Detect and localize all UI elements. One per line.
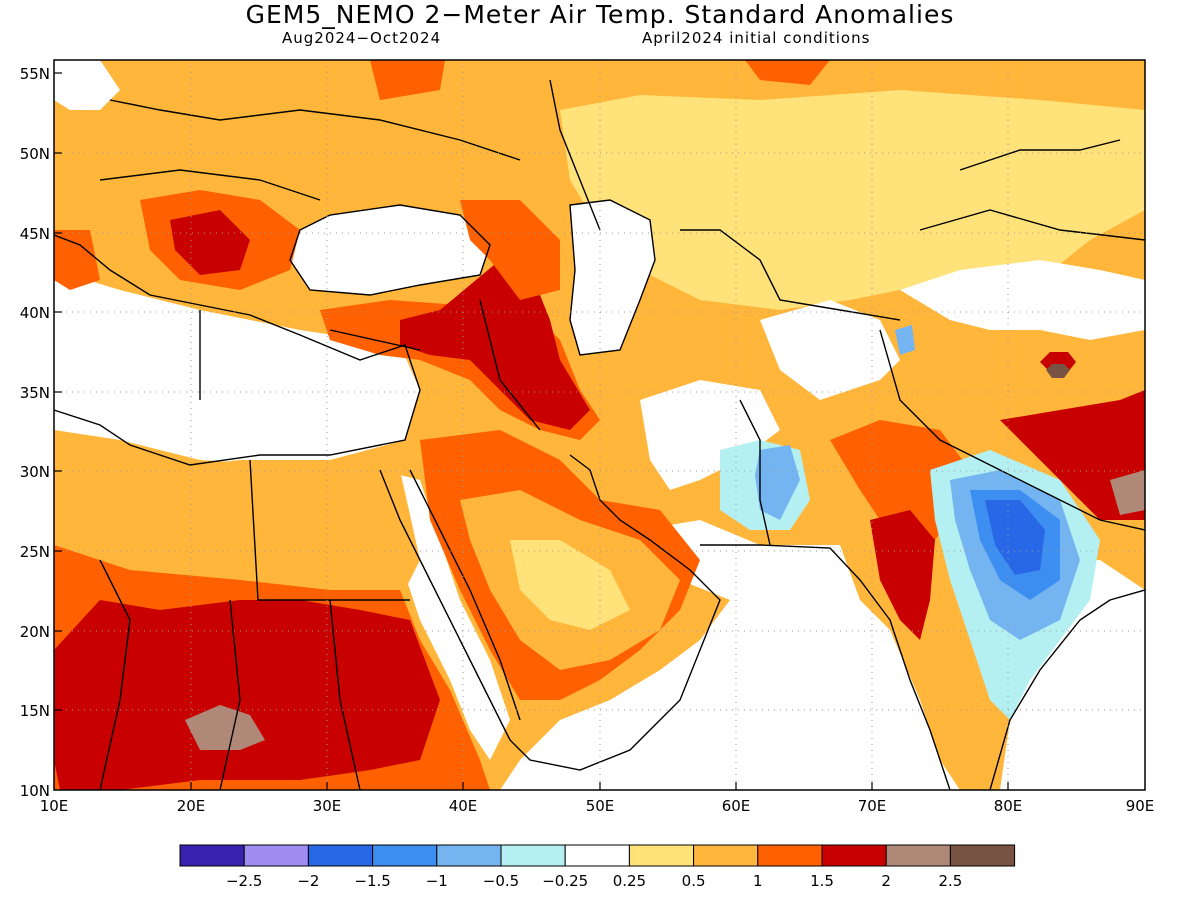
legend-swatch xyxy=(885,844,951,867)
field-tibet-extreme xyxy=(1110,470,1145,515)
lat-label: 40N xyxy=(20,304,50,322)
lon-axis: 10E 20E 30E 40E 50E 60E 70E 80E 90E xyxy=(40,782,1155,815)
field-india-core xyxy=(985,500,1045,575)
field-tarim-neutral xyxy=(900,260,1145,340)
lat-label: 10N xyxy=(20,782,50,800)
legend-swatch xyxy=(243,844,309,867)
coast-arabian-sea-north xyxy=(700,544,951,790)
sea-arabian xyxy=(500,520,960,790)
anomaly-fields xyxy=(54,60,1145,790)
lon-label: 60E xyxy=(722,797,751,815)
lon-label: 90E xyxy=(1126,797,1155,815)
borders-europe xyxy=(99,99,521,201)
field-caucasus-hot xyxy=(460,200,560,300)
color-legend: −2.5 −2 −1.5 −1 −0.5 −0.25 0.25 0.5 1 1.5 2 2.5 xyxy=(179,844,1016,890)
borders-misc xyxy=(199,299,541,431)
border-iran-pakistan xyxy=(739,399,771,546)
field-tajik-neutral xyxy=(760,300,900,400)
lat-label: 30N xyxy=(20,463,50,481)
field-pamir-cool xyxy=(895,325,915,355)
lon-label: 20E xyxy=(177,797,206,815)
legend-swatch xyxy=(307,844,374,867)
lat-label: 45N xyxy=(20,225,50,243)
coast-black-sea xyxy=(289,204,491,296)
border-egypt-sudan xyxy=(249,459,410,601)
field-russia-hot xyxy=(370,60,445,100)
field-tibet-spot-core xyxy=(1046,364,1070,378)
coast-india-east xyxy=(989,589,1145,790)
border-central-asia xyxy=(680,229,901,321)
lat-label: 25N xyxy=(20,543,50,561)
field-iraq-very-hot xyxy=(400,260,590,430)
field-sahel-very-hot xyxy=(54,600,440,790)
field-gujarat-very-hot xyxy=(870,510,935,640)
field-italy-hot xyxy=(54,230,100,290)
legend-label: −0.5 xyxy=(483,872,519,890)
legend-label: 0.5 xyxy=(682,872,706,890)
lat-label: 35N xyxy=(20,384,50,402)
lat-label: 15N xyxy=(20,702,50,720)
border-himalaya xyxy=(879,329,1145,531)
field-siberia-hot xyxy=(745,60,830,85)
legend-label: 2 xyxy=(881,872,891,890)
legend-swatch xyxy=(693,844,759,867)
lon-label: 80E xyxy=(994,797,1023,815)
map-title: GEM5_NEMO 2−Meter Air Temp. Standard Ano… xyxy=(245,0,955,29)
legend-swatch xyxy=(628,844,695,867)
field-balkans-very-hot xyxy=(170,210,250,275)
subtitle-period: Aug2024−Oct2024 xyxy=(282,29,442,47)
legend-label: −2 xyxy=(297,872,319,890)
coast-red-sea-east xyxy=(409,469,521,721)
legend-swatch xyxy=(372,844,438,867)
borders-mongolia xyxy=(919,139,1145,241)
lon-label: 70E xyxy=(858,797,887,815)
legend-label: −2.5 xyxy=(226,872,262,890)
legend-label: −1 xyxy=(426,872,448,890)
coast-arabia xyxy=(379,454,721,771)
legend-label: −1.5 xyxy=(354,872,390,890)
legend-label: 1.5 xyxy=(810,872,834,890)
field-iran-neutral xyxy=(640,380,780,490)
field-scandinavia xyxy=(54,60,120,110)
field-central-asia xyxy=(560,90,1145,310)
legend-swatch xyxy=(179,844,245,867)
legend-swatch xyxy=(821,844,887,867)
border-kazakh xyxy=(549,79,601,231)
field-arabia-mild xyxy=(510,540,630,630)
legend-label: −0.25 xyxy=(542,872,588,890)
field-india-west-hot xyxy=(830,420,970,560)
sea-caspian xyxy=(570,200,655,355)
lat-label: 55N xyxy=(20,65,50,83)
field-baluchistan-colder xyxy=(755,445,800,520)
legend-swatch xyxy=(949,844,1016,867)
sea-black xyxy=(290,205,490,295)
lon-label: 10E xyxy=(40,797,69,815)
legend-label: 0.25 xyxy=(613,872,646,890)
legend-swatch xyxy=(500,844,566,867)
legend-swatch xyxy=(436,844,502,867)
legend-label: 1 xyxy=(753,872,763,890)
legend-swatch xyxy=(564,844,630,867)
borders-africa xyxy=(99,559,361,790)
coastlines xyxy=(54,79,1145,790)
lon-label: 50E xyxy=(586,797,615,815)
field-chad-extreme xyxy=(185,705,265,750)
lat-label: 50N xyxy=(20,145,50,163)
subtitle-initial-conditions: April2024 initial conditions xyxy=(642,29,871,47)
coast-mediterranean xyxy=(54,234,421,466)
lat-label: 20N xyxy=(20,623,50,641)
legend-swatch xyxy=(757,844,823,867)
lat-axis: 55N 50N 45N 40N 35N 30N 25N 20N 15N 10N xyxy=(20,65,62,800)
field-sahara-warm xyxy=(54,430,420,600)
legend-label: 2.5 xyxy=(938,872,962,890)
field-tibet-very-hot xyxy=(1000,390,1145,520)
lon-label: 40E xyxy=(449,797,478,815)
coast-caspian xyxy=(569,199,656,356)
sea-mediterranean xyxy=(54,270,420,470)
lon-label: 30E xyxy=(313,797,342,815)
